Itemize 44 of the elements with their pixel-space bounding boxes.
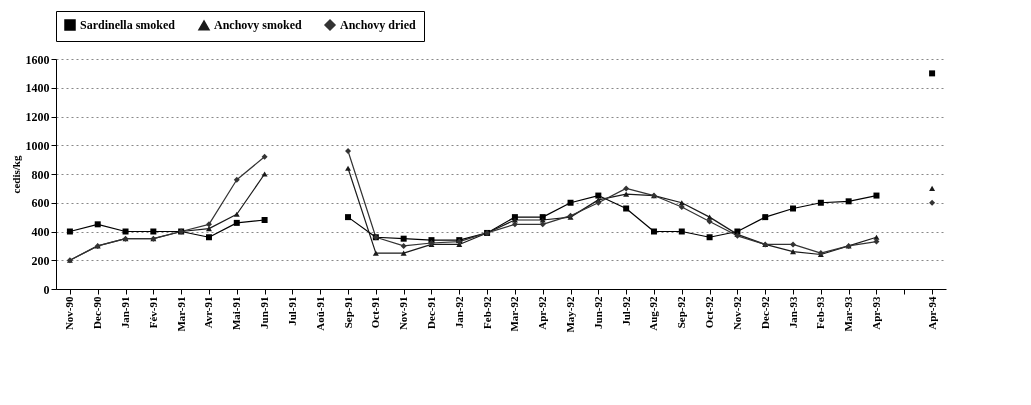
x-tick-label: Jul-91	[285, 296, 298, 326]
y-tick-label: 0	[43, 282, 50, 297]
legend-label: Sardinella smoked	[80, 18, 176, 32]
x-tick-label: May-92	[564, 296, 577, 333]
y-tick-label: 1200	[25, 110, 50, 124]
x-tick-label: Apr-94	[925, 296, 938, 330]
x-tick-label: Aoû-91	[313, 296, 326, 331]
x-tick-label: Dec-91	[424, 296, 437, 329]
y-axis-title: cedis/kg	[9, 155, 22, 194]
x-tick-label: Nov-92	[730, 296, 743, 331]
y-tick-label: 600	[31, 196, 50, 211]
x-tick-label: Sep-91	[341, 296, 354, 329]
x-tick-label: Dec-92	[758, 296, 771, 329]
x-tick-label: Apr-92	[536, 296, 549, 330]
x-tick-label: Avr-91	[202, 296, 215, 329]
x-tick-label: Oct-92	[703, 296, 716, 329]
x-tick-label: Oct-91	[369, 296, 382, 329]
y-tick-label: 200	[31, 253, 50, 268]
y-tick-label: 400	[31, 225, 50, 239]
x-tick-label: Feb-92	[480, 296, 493, 329]
y-tick-label: 1000	[25, 138, 50, 153]
x-tick-label: Jan-93	[786, 296, 799, 329]
x-tick-label: Aug-92	[647, 296, 660, 331]
x-tick-label: Nov-91	[397, 296, 410, 331]
y-tick-label: 1400	[25, 81, 50, 96]
x-tick-label: Apr-93	[869, 296, 882, 330]
x-tick-label: Jun-92	[591, 296, 604, 329]
x-tick-label: Nov-90	[63, 296, 76, 331]
x-tick-label: Dec-90	[91, 296, 104, 329]
x-tick-label: Mar-91	[174, 296, 187, 332]
legend-label: Anchovy smoked	[214, 18, 303, 33]
x-tick-label: Jun-91	[258, 296, 271, 329]
legend-label: Anchovy dried	[340, 18, 416, 32]
x-tick-label: Fév-91	[146, 296, 159, 329]
y-tick-label: 1600	[25, 52, 50, 67]
x-tick-label: Jul-92	[619, 296, 632, 326]
y-tick-label: 800	[31, 167, 50, 182]
x-tick-label: Feb-93	[814, 296, 827, 329]
x-tick-label: Mar-93	[842, 296, 855, 332]
x-tick-label: Sep-92	[675, 296, 688, 329]
x-tick-label: Jan-91	[119, 296, 132, 329]
x-tick-label: Mar-92	[508, 296, 521, 332]
x-tick-label: Jan-92	[452, 296, 465, 329]
x-tick-label: Mai-91	[230, 296, 243, 331]
